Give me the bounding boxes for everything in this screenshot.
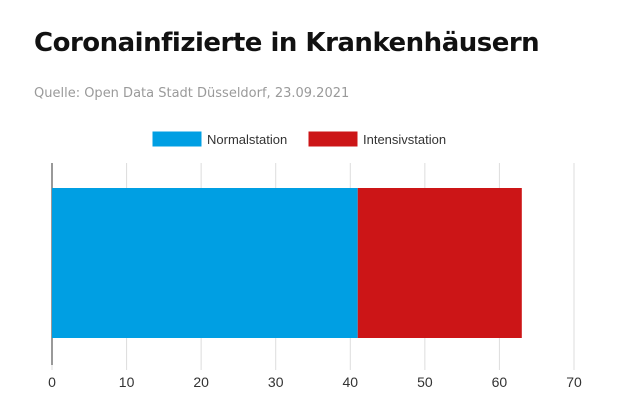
- bar-normalstation: [52, 188, 358, 338]
- x-tick-label: 70: [566, 374, 582, 390]
- x-tick-label: 40: [342, 374, 358, 390]
- legend-swatch-intensivstation: [307, 130, 359, 148]
- chart-title: Coronainfizierte in Krankenhäusern: [34, 28, 540, 58]
- x-tick-label: 20: [193, 374, 209, 390]
- bars: [52, 188, 522, 338]
- x-tick-label: 60: [492, 374, 508, 390]
- legend: Normalstation Intensivstation: [151, 130, 446, 148]
- bar-intensivstation: [357, 188, 522, 338]
- legend-label-intensivstation: Intensivstation: [363, 132, 446, 147]
- chart-source: Quelle: Open Data Stadt Düsseldorf, 23.0…: [34, 86, 350, 101]
- x-axis: 0 10 20 30 40 50 60 70: [48, 374, 582, 390]
- x-tick-label: 30: [268, 374, 284, 390]
- legend-swatch-normalstation: [151, 130, 203, 148]
- x-tick-label: 50: [417, 374, 433, 390]
- legend-label-normalstation: Normalstation: [207, 132, 287, 147]
- x-tick-label: 10: [119, 374, 135, 390]
- x-tick-label: 0: [48, 374, 56, 390]
